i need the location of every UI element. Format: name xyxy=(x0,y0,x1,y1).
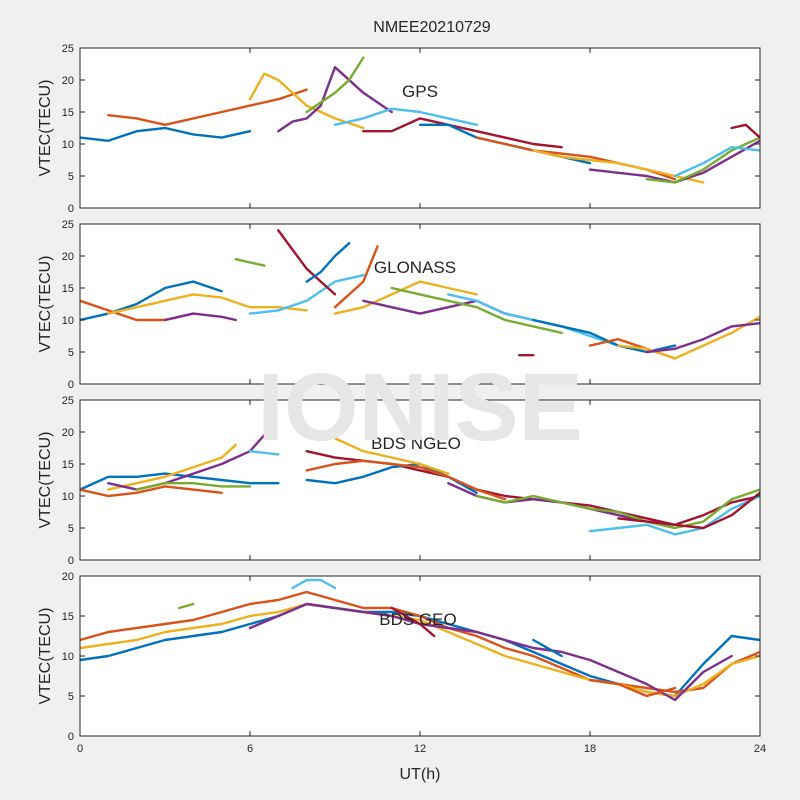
series-line xyxy=(234,258,266,267)
series-line xyxy=(107,293,308,315)
series-line xyxy=(107,443,237,491)
series-line xyxy=(362,117,563,149)
plot-area xyxy=(80,576,760,736)
panel-0: 0 5 10 15 20 25 VTEC(TECU) GPS xyxy=(37,43,761,215)
series-line xyxy=(80,590,760,694)
series-line xyxy=(333,437,450,475)
series-line xyxy=(80,280,223,322)
panel-title: GLONASS xyxy=(374,258,456,277)
series-line xyxy=(107,88,308,126)
series-line xyxy=(730,123,760,139)
y-tick-label: 25 xyxy=(62,395,74,407)
series-line xyxy=(617,491,760,530)
traces xyxy=(80,578,760,702)
panel-1: 0 5 10 15 20 25 VTEC(TECU) GLONASS xyxy=(37,219,761,391)
x-tick-label: 0 xyxy=(77,743,83,755)
y-tick-label: 10 xyxy=(62,315,74,327)
series-line xyxy=(277,229,337,296)
plot-area xyxy=(80,224,760,384)
series-line xyxy=(532,638,563,658)
series-line xyxy=(390,286,563,334)
series-line xyxy=(163,312,237,322)
figure-title: NMEE20210729 xyxy=(373,19,491,36)
y-tick-label: 25 xyxy=(62,219,74,231)
series-line xyxy=(645,322,760,354)
series-line xyxy=(645,136,760,184)
series-line xyxy=(248,274,365,315)
series-line xyxy=(80,472,280,491)
y-tick-label: 0 xyxy=(68,203,74,215)
x-axis-label: UT(h) xyxy=(400,766,441,783)
series-line xyxy=(588,678,677,698)
y-tick-label: 20 xyxy=(62,571,74,583)
y-tick-label: 15 xyxy=(62,459,74,471)
series-line xyxy=(475,488,760,530)
y-tick-label: 10 xyxy=(62,651,74,663)
y-tick-label: 15 xyxy=(62,107,74,119)
plot-area xyxy=(80,400,760,560)
series-line xyxy=(588,494,760,536)
series-line xyxy=(80,485,223,498)
traces xyxy=(80,56,760,184)
y-axis-label: VTEC(TECU) xyxy=(37,608,54,705)
panel-title: GPS xyxy=(402,82,438,101)
series-line xyxy=(305,242,351,283)
traces xyxy=(80,229,760,360)
y-tick-label: 5 xyxy=(68,171,74,183)
series-line xyxy=(178,602,195,610)
x-tick-label: 18 xyxy=(584,743,596,755)
traces xyxy=(80,434,760,536)
series-line xyxy=(333,107,478,126)
panel-3: 0 6 12 18 24 0 5 10 15 20 VTEC(TECU) BDS GEO xyxy=(37,571,766,755)
y-tick-label: 10 xyxy=(62,139,74,151)
series-line xyxy=(291,578,337,590)
series-line xyxy=(333,280,478,315)
series-line xyxy=(305,459,507,501)
series-line xyxy=(390,606,436,638)
watermark: IONISE xyxy=(257,354,582,461)
panel-2: 0 5 10 15 20 25 VTEC(TECU) BDS NGEO xyxy=(37,395,761,567)
y-tick-label: 5 xyxy=(68,691,74,703)
series-line xyxy=(277,66,393,133)
series-line xyxy=(617,315,760,360)
y-tick-label: 5 xyxy=(68,347,74,359)
y-tick-label: 20 xyxy=(62,427,74,439)
y-tick-label: 20 xyxy=(62,251,74,263)
x-tick-label: 24 xyxy=(754,743,766,755)
y-tick-label: 25 xyxy=(62,43,74,55)
series-line xyxy=(305,56,365,114)
series-line xyxy=(80,126,252,142)
plot-area xyxy=(80,48,760,208)
panels: 0 5 10 15 20 25 VTEC(TECU) GPS 0 5 10 15 20 25 VTEC(TE… xyxy=(37,43,766,755)
y-tick-label: 0 xyxy=(68,731,74,743)
panel-title: BDS NGEO xyxy=(371,434,461,453)
panel-title: BDS GEO xyxy=(379,610,456,629)
series-line xyxy=(80,602,760,698)
series-line xyxy=(673,146,760,178)
y-tick-label: 0 xyxy=(68,379,74,391)
x-tick-label: 6 xyxy=(247,743,253,755)
y-axis-label: VTEC(TECU) xyxy=(37,432,54,529)
series-line xyxy=(248,450,280,456)
x-tick-label: 12 xyxy=(414,743,426,755)
y-tick-label: 5 xyxy=(68,523,74,535)
series-line xyxy=(135,482,252,491)
y-tick-label: 0 xyxy=(68,555,74,567)
y-tick-label: 20 xyxy=(62,75,74,87)
y-tick-label: 15 xyxy=(62,611,74,623)
y-axis-label: VTEC(TECU) xyxy=(37,80,54,177)
y-tick-label: 10 xyxy=(62,491,74,503)
y-axis-label: VTEC(TECU) xyxy=(37,256,54,353)
series-line xyxy=(248,72,365,130)
series-line xyxy=(333,245,379,309)
y-tick-label: 15 xyxy=(62,283,74,295)
series-line xyxy=(248,602,733,702)
